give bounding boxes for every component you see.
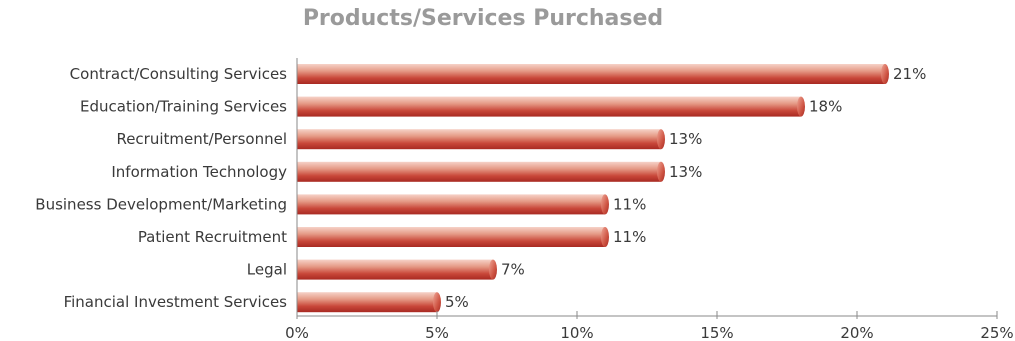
bar-end-cap: [433, 292, 441, 313]
value-label: 21%: [893, 65, 926, 83]
bar: [297, 292, 437, 313]
value-label: 7%: [501, 261, 525, 279]
x-tick-label: 15%: [700, 324, 733, 341]
category-label: Legal: [247, 261, 287, 279]
bar-end-cap: [601, 194, 609, 215]
value-label: 18%: [809, 98, 842, 116]
bar-end-cap: [797, 96, 805, 117]
value-label: 11%: [613, 195, 646, 213]
bar-end-cap: [601, 227, 609, 247]
category-label: Financial Investment Services: [64, 293, 288, 311]
bar-end-cap: [657, 161, 665, 182]
value-label: 13%: [669, 130, 702, 148]
bar: [297, 129, 661, 150]
category-label: Recruitment/Personnel: [116, 130, 287, 148]
category-label: Business Development/Marketing: [35, 195, 287, 213]
bar: [297, 194, 605, 215]
bar: [297, 64, 885, 84]
category-label: Patient Recruitment: [138, 228, 287, 246]
category-label: Education/Training Services: [80, 98, 287, 116]
x-axis: 0% 5% 10% 15% 20% 25%: [285, 58, 1014, 341]
category-label: Information Technology: [111, 163, 287, 181]
value-label: 13%: [669, 163, 702, 181]
value-label: 11%: [613, 228, 646, 246]
x-tick-label: 10%: [560, 324, 593, 341]
bar: [297, 227, 605, 247]
bar-end-cap: [881, 64, 889, 84]
x-tick-label: 0%: [285, 324, 309, 341]
x-tick-label: 20%: [840, 324, 873, 341]
chart-title: Products/Services Purchased: [302, 6, 664, 31]
category-label: Contract/Consulting Services: [70, 65, 288, 83]
bar: [297, 161, 661, 182]
x-tick-label: 25%: [980, 324, 1013, 341]
bar-end-cap: [489, 259, 497, 280]
bar: [297, 259, 493, 280]
value-label: 5%: [445, 293, 469, 311]
bar: [297, 96, 801, 117]
bars: Contract/Consulting Services 21% Education…: [35, 64, 926, 313]
x-tick-label: 5%: [425, 324, 449, 341]
bar-end-cap: [657, 129, 665, 150]
